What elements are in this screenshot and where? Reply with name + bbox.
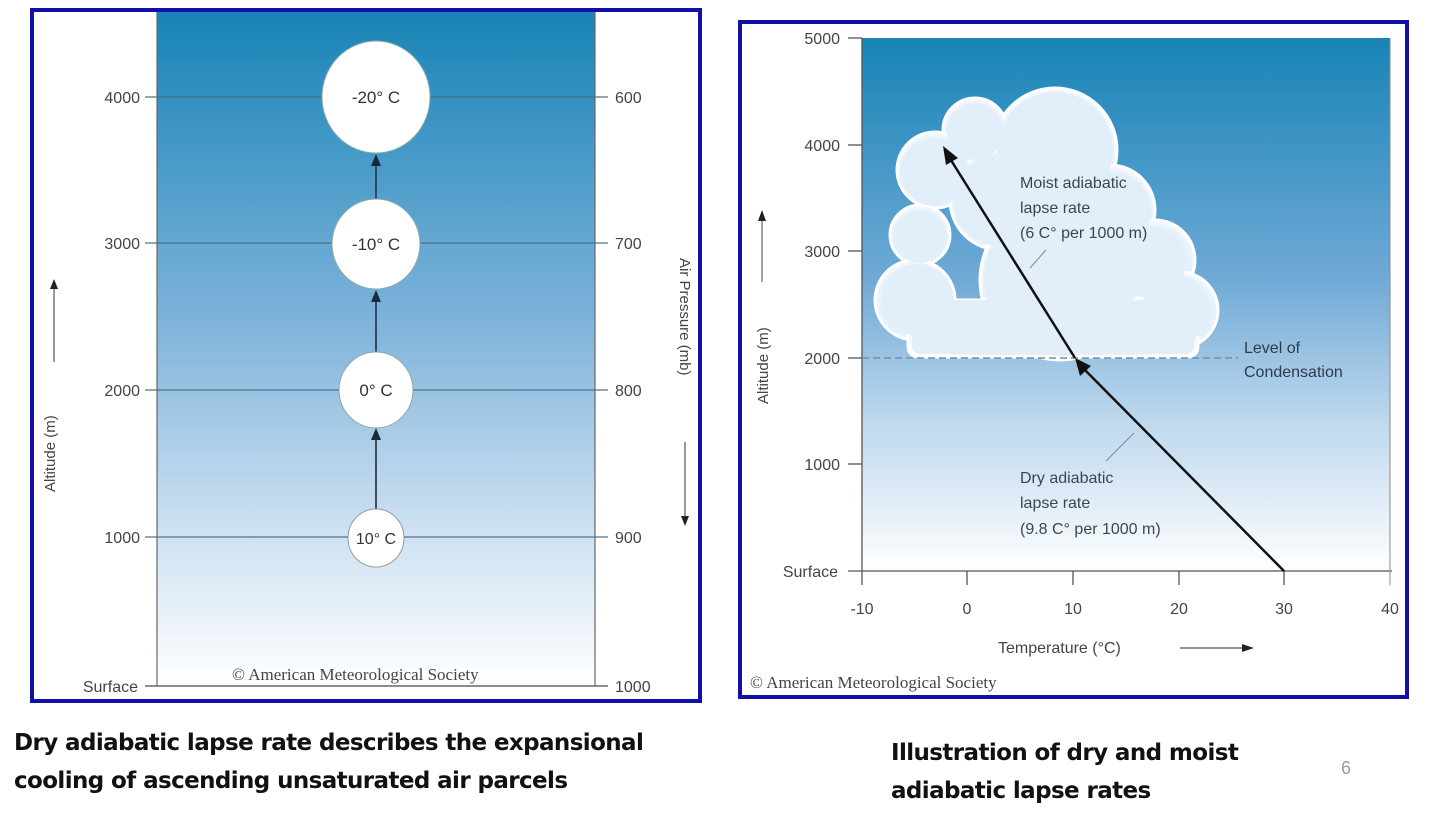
pressure-tick-600: 600 <box>615 90 642 107</box>
alt-tick-1000: 1000 <box>104 530 140 547</box>
parcel-minus10: -10° C <box>331 198 421 290</box>
right-caption: Illustration of dry and moist adiabatic … <box>891 734 1239 810</box>
svg-text:10° C: 10° C <box>356 531 396 548</box>
air-pressure-axis-label: Air Pressure (mb) <box>676 258 693 376</box>
left-figure: 4000 3000 2000 1000 Surface 600 700 800 … <box>42 12 693 696</box>
y-tick-surface: Surface <box>783 564 838 581</box>
dry-label-line2: lapse rate <box>1020 495 1090 512</box>
left-copyright: © American Meteorological Society <box>232 665 479 684</box>
x-tick-0: 0 <box>963 601 972 618</box>
moist-adiabatic-line <box>947 156 1077 359</box>
alt-tick-4000: 4000 <box>104 90 140 107</box>
parcel-10: 10° C <box>347 508 405 568</box>
alt-tick-surface: Surface <box>83 679 138 696</box>
right-caption-line1: Illustration of dry and moist <box>891 740 1239 766</box>
moist-label-line1: Moist adiabatic <box>1020 175 1127 192</box>
left-caption: Dry adiabatic lapse rate describes the e… <box>14 724 644 800</box>
x-tick-40: 40 <box>1381 601 1399 618</box>
left-caption-line2: cooling of ascending unsaturated air par… <box>14 768 568 794</box>
parcel-0: 0° C <box>338 351 414 429</box>
svg-text:0° C: 0° C <box>359 381 392 400</box>
y-tick-3000: 3000 <box>804 244 840 261</box>
alt-tick-2000: 2000 <box>104 383 140 400</box>
y-tick-1000: 1000 <box>804 457 840 474</box>
parcel-minus20: -20° C <box>321 40 431 154</box>
temperature-axis-label: Temperature (°C) <box>998 640 1121 657</box>
moist-label-line2: lapse rate <box>1020 200 1090 217</box>
right-caption-line2: adiabatic lapse rates <box>891 778 1151 804</box>
pressure-tick-700: 700 <box>615 236 642 253</box>
dry-arrowhead-icon <box>1075 358 1091 376</box>
y-tick-5000: 5000 <box>804 31 840 48</box>
right-copyright: © American Meteorological Society <box>750 673 997 692</box>
svg-text:-10° C: -10° C <box>352 235 400 254</box>
alt-tick-3000: 3000 <box>104 236 140 253</box>
dry-adiabatic-line <box>1082 367 1285 572</box>
x-tick-minus10: -10 <box>850 601 873 618</box>
slide-number: 6 <box>1341 758 1352 778</box>
right-figure: 5000 4000 3000 2000 1000 Surface -10 0 1… <box>750 31 1399 692</box>
svg-text:-20° C: -20° C <box>352 88 400 107</box>
left-caption-line1: Dry adiabatic lapse rate describes the e… <box>14 730 644 756</box>
dry-label-line3: (9.8 C° per 1000 m) <box>1020 521 1161 538</box>
pressure-tick-800: 800 <box>615 383 642 400</box>
left-altitude-axis-label: Altitude (m) <box>42 415 59 492</box>
dry-label-line1: Dry adiabatic <box>1020 470 1113 487</box>
pressure-tick-900: 900 <box>615 530 642 547</box>
condensation-label-line1: Level of <box>1244 340 1301 357</box>
pressure-tick-1000: 1000 <box>615 679 651 696</box>
x-tick-10: 10 <box>1064 601 1082 618</box>
moist-arrowhead-icon <box>943 146 958 165</box>
x-tick-30: 30 <box>1275 601 1293 618</box>
right-altitude-axis-label: Altitude (m) <box>755 327 772 404</box>
condensation-label-line2: Condensation <box>1244 364 1343 381</box>
moist-label-line3: (6 C° per 1000 m) <box>1020 225 1147 242</box>
x-tick-20: 20 <box>1170 601 1188 618</box>
y-tick-4000: 4000 <box>804 138 840 155</box>
y-tick-2000: 2000 <box>804 351 840 368</box>
